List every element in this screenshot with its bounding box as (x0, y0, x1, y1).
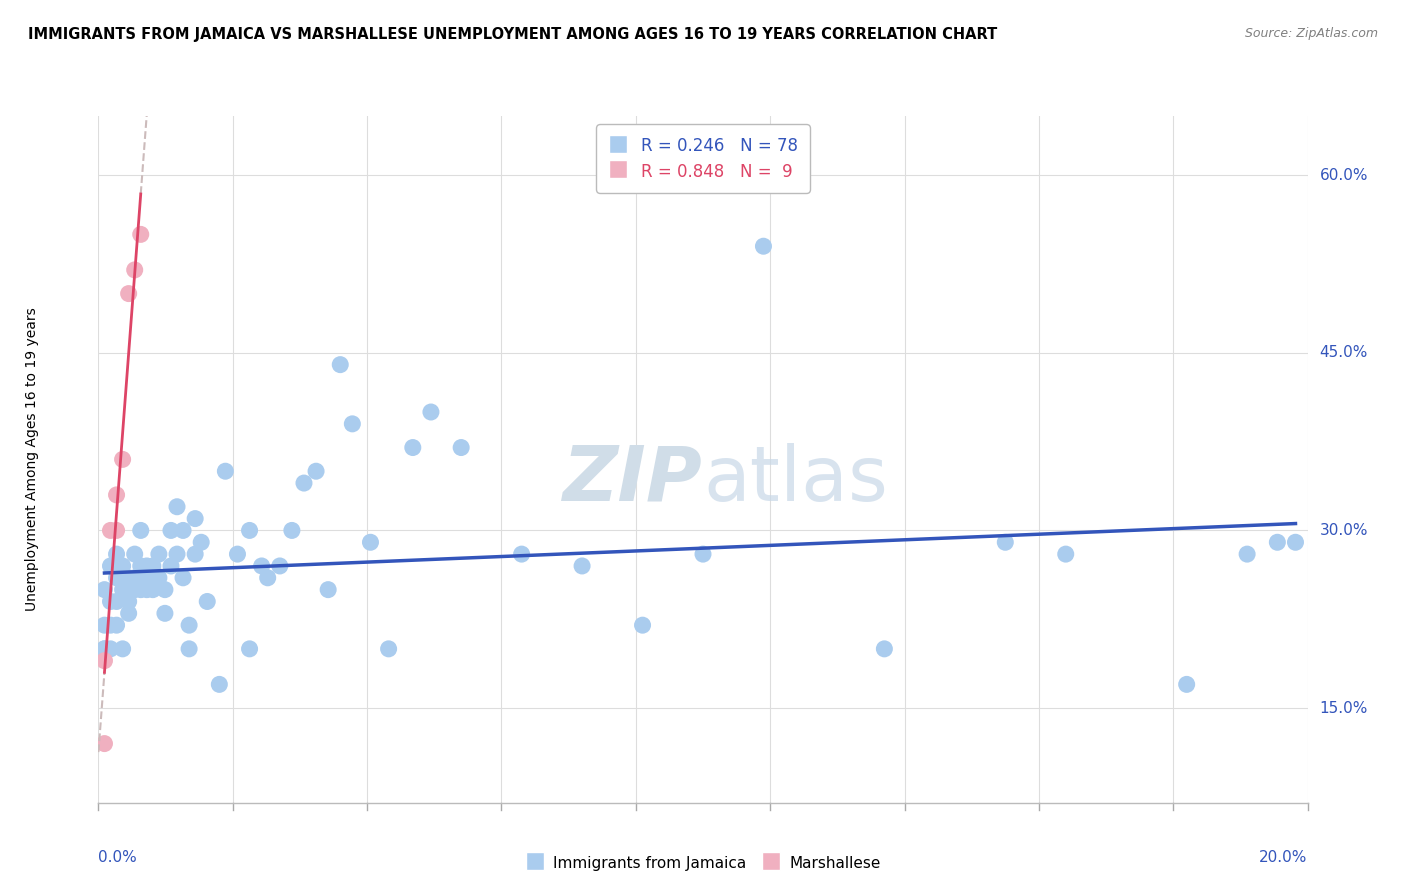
Point (250, 558, 273, 573)
Point (1054, 547, 1077, 561)
Point (190, 535, 212, 549)
Point (402, 441, 425, 455)
Point (93, 618, 115, 632)
Point (281, 524, 304, 538)
Point (118, 286, 141, 301)
Point (93, 582, 115, 597)
Text: 20.0%: 20.0% (1260, 850, 1308, 865)
Point (172, 571, 194, 585)
Point (129, 227, 152, 242)
Point (105, 594, 128, 608)
Point (226, 547, 249, 561)
Point (129, 582, 152, 597)
Point (631, 618, 654, 632)
Point (148, 547, 170, 561)
Text: atlas: atlas (703, 443, 887, 517)
Point (994, 535, 1017, 549)
Point (93, 641, 115, 656)
Point (160, 524, 183, 538)
Point (1284, 535, 1306, 549)
Point (510, 547, 533, 561)
Point (184, 511, 207, 525)
Point (450, 441, 472, 455)
Point (177, 641, 201, 656)
Point (142, 558, 165, 573)
Point (100, 641, 122, 656)
Legend: Immigrants from Jamaica, Marshallese: Immigrants from Jamaica, Marshallese (519, 847, 887, 878)
Point (256, 571, 278, 585)
Point (124, 547, 146, 561)
Text: 15.0%: 15.0% (1320, 700, 1368, 715)
Point (93, 641, 115, 656)
Point (214, 464, 236, 478)
Point (118, 594, 141, 608)
Point (111, 582, 134, 597)
Point (105, 571, 128, 585)
Point (329, 358, 352, 372)
Point (111, 452, 134, 467)
Point (105, 524, 128, 538)
Point (135, 582, 157, 597)
Point (752, 239, 775, 253)
Point (124, 582, 146, 597)
Point (419, 405, 441, 419)
Point (142, 582, 165, 597)
Point (100, 524, 122, 538)
Point (148, 571, 170, 585)
Text: 30.0%: 30.0% (1320, 523, 1368, 538)
Point (166, 547, 188, 561)
Text: IMMIGRANTS FROM JAMAICA VS MARSHALLESE UNEMPLOYMENT AMONG AGES 16 TO 19 YEARS CO: IMMIGRANTS FROM JAMAICA VS MARSHALLESE U… (28, 27, 997, 42)
Point (292, 476, 315, 491)
Point (124, 571, 146, 585)
Point (305, 464, 328, 478)
Point (360, 535, 382, 549)
Point (129, 571, 152, 585)
Point (135, 558, 157, 573)
Point (239, 641, 262, 656)
Point (316, 582, 339, 597)
Text: Source: ZipAtlas.com: Source: ZipAtlas.com (1244, 27, 1378, 40)
Point (1236, 547, 1258, 561)
Point (239, 524, 262, 538)
Point (105, 547, 128, 561)
Point (571, 558, 593, 573)
Point (118, 571, 141, 585)
Point (105, 618, 128, 632)
Point (118, 582, 141, 597)
Text: Unemployment Among Ages 16 to 19 years: Unemployment Among Ages 16 to 19 years (25, 308, 39, 611)
Point (100, 618, 122, 632)
Point (172, 524, 194, 538)
Point (129, 558, 152, 573)
Point (177, 618, 201, 632)
Point (269, 558, 291, 573)
Point (873, 641, 896, 656)
Point (166, 500, 188, 514)
Point (184, 547, 207, 561)
Point (377, 641, 399, 656)
Text: ZIP: ZIP (564, 443, 703, 517)
Point (1265, 535, 1288, 549)
Text: 45.0%: 45.0% (1320, 345, 1368, 360)
Point (153, 607, 176, 621)
Point (342, 417, 364, 431)
Point (124, 263, 146, 277)
Point (100, 594, 122, 608)
Text: 60.0%: 60.0% (1320, 168, 1368, 183)
Point (1175, 677, 1198, 691)
Point (111, 558, 134, 573)
Point (153, 582, 176, 597)
Point (111, 641, 134, 656)
Point (195, 594, 218, 608)
Point (208, 677, 231, 691)
Point (118, 607, 141, 621)
Point (93, 654, 115, 668)
Point (135, 571, 157, 585)
Point (93, 737, 115, 751)
Point (692, 547, 714, 561)
Point (100, 558, 122, 573)
Text: 0.0%: 0.0% (98, 850, 138, 865)
Point (129, 524, 152, 538)
Point (105, 488, 128, 502)
Point (160, 558, 183, 573)
